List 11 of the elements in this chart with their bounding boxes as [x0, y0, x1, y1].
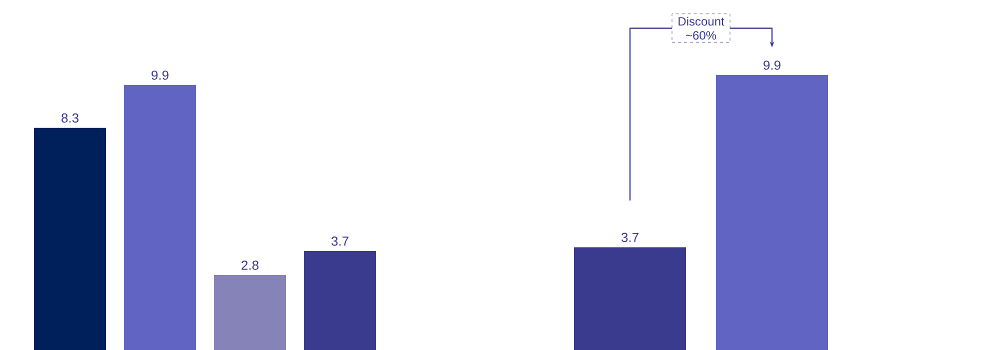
bar [304, 250, 376, 350]
bar [214, 275, 286, 350]
data-label: 8.3 [62, 113, 78, 123]
data-label: 3.7 [621, 232, 638, 242]
data-label: 3.7 [331, 236, 348, 246]
bar [34, 128, 106, 350]
data-label: 2.8 [242, 260, 258, 270]
data-label: 9.9 [152, 70, 168, 80]
data-label: 9.9 [764, 60, 780, 70]
bar [124, 84, 196, 350]
text: Discount ~60% [678, 16, 724, 40]
